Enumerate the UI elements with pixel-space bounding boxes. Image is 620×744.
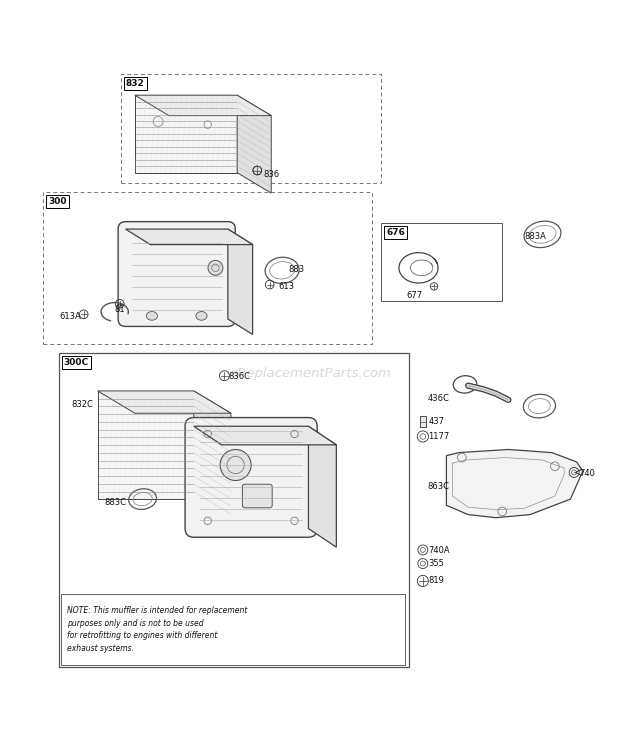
FancyBboxPatch shape xyxy=(118,222,235,327)
Text: 883: 883 xyxy=(288,265,304,275)
Polygon shape xyxy=(193,426,337,445)
Bar xyxy=(121,74,381,183)
Text: 613: 613 xyxy=(278,282,294,291)
Polygon shape xyxy=(309,426,337,547)
Polygon shape xyxy=(97,391,231,413)
Circle shape xyxy=(220,449,251,481)
Text: 740A: 740A xyxy=(428,546,450,555)
Text: 81: 81 xyxy=(115,306,125,315)
Text: 677: 677 xyxy=(406,291,422,301)
Polygon shape xyxy=(125,229,253,245)
Text: 863C: 863C xyxy=(428,481,450,490)
Bar xyxy=(61,594,405,665)
Text: 883C: 883C xyxy=(104,498,126,507)
Text: 676: 676 xyxy=(386,228,405,237)
Text: 1177: 1177 xyxy=(428,432,450,441)
Text: 832C: 832C xyxy=(71,400,93,408)
Text: 355: 355 xyxy=(428,559,445,568)
Text: 740: 740 xyxy=(580,469,596,478)
Polygon shape xyxy=(135,95,272,115)
FancyBboxPatch shape xyxy=(242,484,272,507)
Text: 613A: 613A xyxy=(59,312,81,321)
Bar xyxy=(43,192,372,344)
Text: NOTE: This muffler is intended for replacement
purposes only and is not to be us: NOTE: This muffler is intended for repla… xyxy=(67,606,247,653)
Polygon shape xyxy=(237,95,272,193)
Text: 832: 832 xyxy=(126,80,144,89)
Text: 436C: 436C xyxy=(428,394,450,403)
Text: 819: 819 xyxy=(428,577,445,586)
Text: 437: 437 xyxy=(428,417,445,426)
Text: 836: 836 xyxy=(264,170,280,179)
Circle shape xyxy=(208,260,223,275)
FancyBboxPatch shape xyxy=(185,417,317,537)
Text: 300C: 300C xyxy=(64,359,89,368)
Polygon shape xyxy=(135,95,237,173)
Bar xyxy=(381,223,502,301)
Text: 836C: 836C xyxy=(228,373,250,382)
Polygon shape xyxy=(193,391,231,522)
Polygon shape xyxy=(97,391,193,499)
Bar xyxy=(59,353,409,667)
Polygon shape xyxy=(446,449,583,518)
Text: eReplacementParts.com: eReplacementParts.com xyxy=(229,368,391,380)
Ellipse shape xyxy=(146,312,157,320)
Bar xyxy=(420,416,426,427)
Text: 883A: 883A xyxy=(524,232,546,241)
Text: 300: 300 xyxy=(48,197,67,206)
Ellipse shape xyxy=(196,312,207,320)
Polygon shape xyxy=(228,229,253,335)
